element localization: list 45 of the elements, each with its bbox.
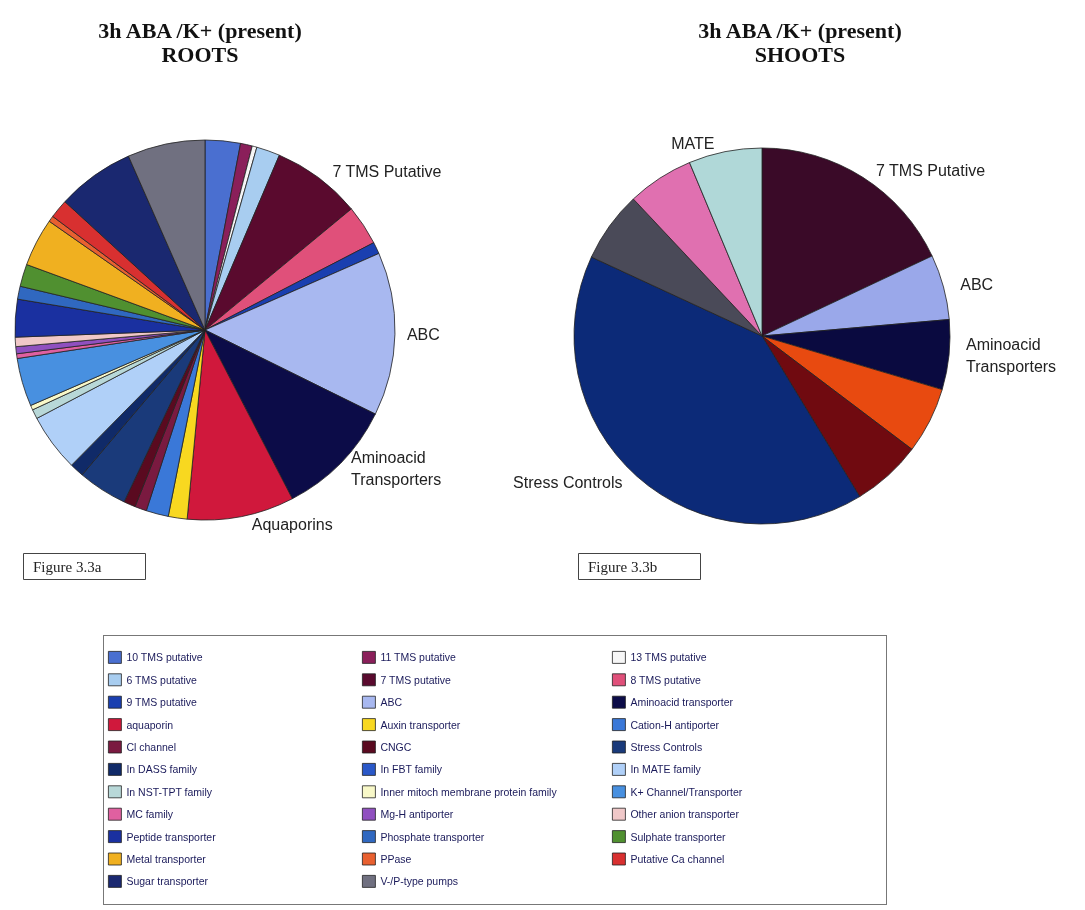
legend-label: K+ Channel/Transporter (630, 785, 743, 798)
legend-label: Auxin transporter (380, 718, 461, 731)
legend-label: Peptide transporter (126, 830, 217, 843)
slice-label: 7 TMS Putative (876, 162, 986, 180)
caption: Figure 3.3b (588, 558, 658, 575)
legend-label: CNGC (380, 741, 412, 753)
legend-label: Aminoacid transporter (630, 696, 734, 709)
legend-label: Sugar transporter (126, 875, 209, 888)
slice-label: ABC (960, 276, 994, 294)
text: 7 TMS Putative (332, 162, 442, 180)
legend-label: PPase (380, 853, 412, 865)
text: Aquaporins (251, 515, 333, 533)
legend-label: MC family (126, 808, 174, 821)
legend-label: 9 TMS putative (126, 696, 197, 709)
text: Aminoacid Transporters (351, 449, 442, 489)
legend-label: Sulphate transporter (630, 830, 727, 843)
slice-label: ABC (406, 325, 440, 343)
legend-label: Other anion transporter (630, 808, 740, 821)
legend-label: 13 TMS putative (630, 651, 707, 664)
legend-label: Putative Ca channel (630, 853, 725, 865)
legend-label: Inner mitoch membrane protein family (380, 785, 558, 798)
legend-label: V-/P-type pumps (380, 875, 459, 888)
legend-label: In FBT family (380, 763, 443, 776)
legend-label: 11 TMS putative (380, 651, 457, 664)
legend-label: 6 TMS putative (126, 673, 197, 686)
chart-title: 3h ABA /K+ (present) (698, 17, 902, 43)
legend-label: Phosphate transporter (380, 830, 485, 843)
legend-label: 10 TMS putative (126, 651, 203, 664)
caption: Figure 3.3a (33, 558, 102, 575)
legend-label: Metal transporter (126, 853, 207, 865)
legend-label: Stress Controls (630, 741, 703, 753)
legend-label: In NST-TPT family (126, 785, 213, 798)
slice-label: MATE (671, 135, 715, 153)
legend-label: ABC (380, 696, 403, 709)
legend-label: In DASS family (126, 763, 198, 776)
legend-label: Cation-H antiporter (630, 718, 720, 731)
chart-title: 3h ABA /K+ (present) (98, 17, 302, 43)
legend-label: aquaporin (126, 718, 174, 731)
legend-label: Mg-H antiporter (380, 808, 454, 821)
legend-label: Cl channel (126, 741, 177, 753)
legend-label: 7 TMS putative (380, 673, 451, 686)
slice-label: Aminoacid Transporters (966, 336, 1057, 376)
legend-label: 8 TMS putative (630, 673, 701, 686)
legend-label: In MATE family (630, 763, 702, 776)
slice-label: Stress Controls (513, 473, 623, 491)
